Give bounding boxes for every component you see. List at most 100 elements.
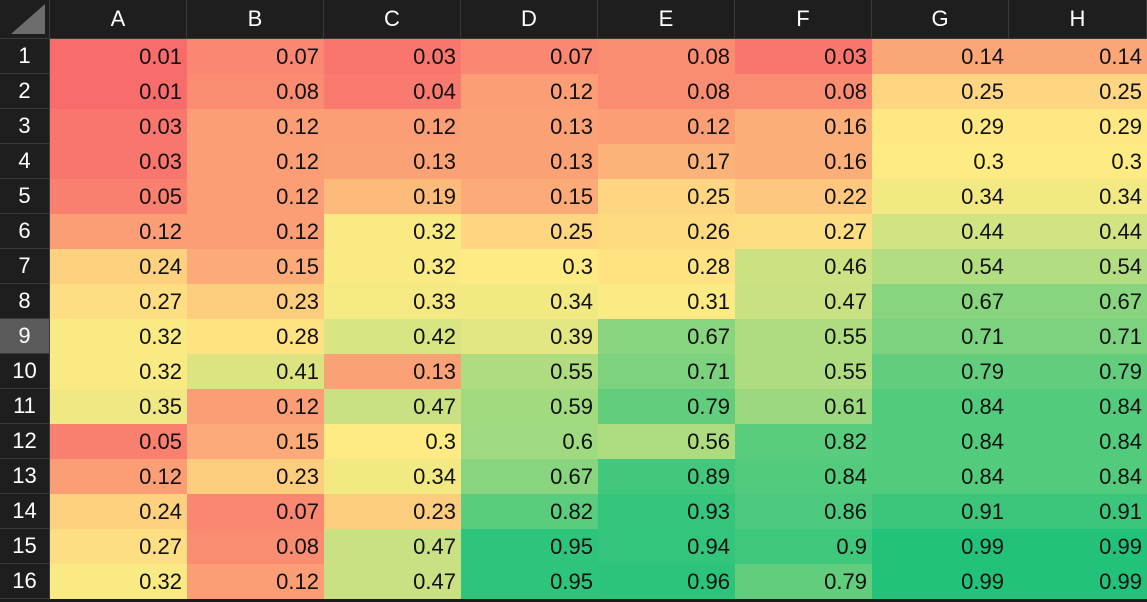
cell-c9[interactable]: 0.42 <box>324 319 461 354</box>
cell-d9[interactable]: 0.39 <box>461 319 598 354</box>
cell-h7[interactable]: 0.54 <box>1009 249 1147 284</box>
cell-c4[interactable]: 0.13 <box>324 144 461 179</box>
cell-c11[interactable]: 0.47 <box>324 389 461 424</box>
cell-d6[interactable]: 0.25 <box>461 214 598 249</box>
cell-e8[interactable]: 0.31 <box>598 284 735 319</box>
cell-e2[interactable]: 0.08 <box>598 74 735 109</box>
cell-a11[interactable]: 0.35 <box>50 389 187 424</box>
row-header-1[interactable]: 1 <box>0 39 50 74</box>
cell-e13[interactable]: 0.89 <box>598 459 735 494</box>
cell-b2[interactable]: 0.08 <box>187 74 324 109</box>
column-header-a[interactable]: A <box>50 0 187 39</box>
cell-g5[interactable]: 0.34 <box>872 179 1009 214</box>
cell-a12[interactable]: 0.05 <box>50 424 187 459</box>
cell-g4[interactable]: 0.3 <box>872 144 1009 179</box>
cell-e14[interactable]: 0.93 <box>598 494 735 529</box>
cell-e12[interactable]: 0.56 <box>598 424 735 459</box>
cell-g2[interactable]: 0.25 <box>872 74 1009 109</box>
cell-d15[interactable]: 0.95 <box>461 529 598 564</box>
cell-f14[interactable]: 0.86 <box>735 494 872 529</box>
cell-b11[interactable]: 0.12 <box>187 389 324 424</box>
cell-a2[interactable]: 0.01 <box>50 74 187 109</box>
cell-h15[interactable]: 0.99 <box>1009 529 1147 564</box>
cell-c1[interactable]: 0.03 <box>324 39 461 74</box>
row-header-4[interactable]: 4 <box>0 144 50 179</box>
cell-b9[interactable]: 0.28 <box>187 319 324 354</box>
cell-a13[interactable]: 0.12 <box>50 459 187 494</box>
cell-h3[interactable]: 0.29 <box>1009 109 1147 144</box>
row-header-12[interactable]: 12 <box>0 424 50 459</box>
cell-h2[interactable]: 0.25 <box>1009 74 1147 109</box>
cell-f13[interactable]: 0.84 <box>735 459 872 494</box>
row-header-14[interactable]: 14 <box>0 494 50 529</box>
cell-a14[interactable]: 0.24 <box>50 494 187 529</box>
cell-a6[interactable]: 0.12 <box>50 214 187 249</box>
cell-b16[interactable]: 0.12 <box>187 564 324 599</box>
column-header-f[interactable]: F <box>735 0 872 39</box>
row-header-16[interactable]: 16 <box>0 564 50 599</box>
cell-c6[interactable]: 0.32 <box>324 214 461 249</box>
cell-a1[interactable]: 0.01 <box>50 39 187 74</box>
cell-c16[interactable]: 0.47 <box>324 564 461 599</box>
cell-e6[interactable]: 0.26 <box>598 214 735 249</box>
row-header-11[interactable]: 11 <box>0 389 50 424</box>
cell-d7[interactable]: 0.3 <box>461 249 598 284</box>
cell-c12[interactable]: 0.3 <box>324 424 461 459</box>
cell-f9[interactable]: 0.55 <box>735 319 872 354</box>
cell-h6[interactable]: 0.44 <box>1009 214 1147 249</box>
row-header-15[interactable]: 15 <box>0 529 50 564</box>
row-header-8[interactable]: 8 <box>0 284 50 319</box>
cell-c2[interactable]: 0.04 <box>324 74 461 109</box>
cell-e4[interactable]: 0.17 <box>598 144 735 179</box>
cell-a5[interactable]: 0.05 <box>50 179 187 214</box>
column-header-b[interactable]: B <box>187 0 324 39</box>
cell-h5[interactable]: 0.34 <box>1009 179 1147 214</box>
cell-e1[interactable]: 0.08 <box>598 39 735 74</box>
cell-d5[interactable]: 0.15 <box>461 179 598 214</box>
cell-e7[interactable]: 0.28 <box>598 249 735 284</box>
cell-h12[interactable]: 0.84 <box>1009 424 1147 459</box>
cell-e16[interactable]: 0.96 <box>598 564 735 599</box>
cell-f3[interactable]: 0.16 <box>735 109 872 144</box>
cell-d3[interactable]: 0.13 <box>461 109 598 144</box>
cell-g3[interactable]: 0.29 <box>872 109 1009 144</box>
cell-f11[interactable]: 0.61 <box>735 389 872 424</box>
cell-d4[interactable]: 0.13 <box>461 144 598 179</box>
cell-g7[interactable]: 0.54 <box>872 249 1009 284</box>
cell-h4[interactable]: 0.3 <box>1009 144 1147 179</box>
cell-b15[interactable]: 0.08 <box>187 529 324 564</box>
row-header-9[interactable]: 9 <box>0 319 50 354</box>
cell-f15[interactable]: 0.9 <box>735 529 872 564</box>
cell-f16[interactable]: 0.79 <box>735 564 872 599</box>
cell-e5[interactable]: 0.25 <box>598 179 735 214</box>
cell-b7[interactable]: 0.15 <box>187 249 324 284</box>
cell-b14[interactable]: 0.07 <box>187 494 324 529</box>
cell-g12[interactable]: 0.84 <box>872 424 1009 459</box>
cell-c3[interactable]: 0.12 <box>324 109 461 144</box>
cell-e9[interactable]: 0.67 <box>598 319 735 354</box>
cell-h14[interactable]: 0.91 <box>1009 494 1147 529</box>
cell-g9[interactable]: 0.71 <box>872 319 1009 354</box>
cell-f7[interactable]: 0.46 <box>735 249 872 284</box>
cell-g13[interactable]: 0.84 <box>872 459 1009 494</box>
cell-a7[interactable]: 0.24 <box>50 249 187 284</box>
cell-f5[interactable]: 0.22 <box>735 179 872 214</box>
row-header-2[interactable]: 2 <box>0 74 50 109</box>
column-header-e[interactable]: E <box>598 0 735 39</box>
cell-c15[interactable]: 0.47 <box>324 529 461 564</box>
cell-g15[interactable]: 0.99 <box>872 529 1009 564</box>
cell-h10[interactable]: 0.79 <box>1009 354 1147 389</box>
cell-f8[interactable]: 0.47 <box>735 284 872 319</box>
cell-d13[interactable]: 0.67 <box>461 459 598 494</box>
cell-b10[interactable]: 0.41 <box>187 354 324 389</box>
cell-a4[interactable]: 0.03 <box>50 144 187 179</box>
cell-a8[interactable]: 0.27 <box>50 284 187 319</box>
cell-h16[interactable]: 0.99 <box>1009 564 1147 599</box>
cell-a16[interactable]: 0.32 <box>50 564 187 599</box>
cell-g14[interactable]: 0.91 <box>872 494 1009 529</box>
cell-b6[interactable]: 0.12 <box>187 214 324 249</box>
cell-b12[interactable]: 0.15 <box>187 424 324 459</box>
cell-f4[interactable]: 0.16 <box>735 144 872 179</box>
cell-d12[interactable]: 0.6 <box>461 424 598 459</box>
cell-b1[interactable]: 0.07 <box>187 39 324 74</box>
